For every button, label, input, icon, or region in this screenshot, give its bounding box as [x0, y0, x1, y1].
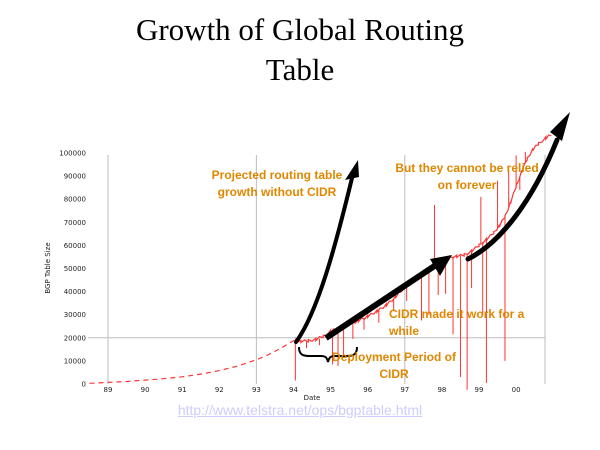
- x-tick-label: 99: [475, 386, 484, 394]
- projection-arrow: [294, 176, 354, 344]
- y-tick-label: 40000: [64, 288, 86, 296]
- x-tick-label: 92: [215, 386, 224, 394]
- x-tick-label: 00: [512, 386, 521, 394]
- x-tick-label: 96: [363, 386, 372, 394]
- y-tick-label: 0: [82, 381, 86, 389]
- x-tick-label: 94: [289, 386, 298, 394]
- x-tick-label: 89: [104, 386, 113, 394]
- projection-arrowhead: [345, 160, 359, 180]
- annotation-deployment-period: Deployment Period of CIDR: [331, 350, 456, 381]
- y-tick-label: 10000: [64, 357, 86, 365]
- future-arrow: [465, 137, 560, 262]
- y-tick-label: 20000: [64, 334, 86, 342]
- x-tick-label: 98: [437, 386, 446, 394]
- routing-table-series-dashed: [89, 339, 296, 384]
- x-tick-label: 91: [178, 386, 187, 394]
- deployment-brace: [298, 346, 358, 363]
- slide-title: Growth of Global Routing Table: [135, 12, 465, 87]
- x-axis-title: Date: [304, 394, 321, 402]
- cidr-arrow: [324, 262, 438, 341]
- cidr-arrowhead: [430, 255, 452, 276]
- y-tick-label: 60000: [64, 242, 86, 250]
- x-tick-label: 95: [326, 386, 335, 394]
- annotation-cidr-work: CIDR made it work for a while: [389, 307, 525, 338]
- y-tick-label: 70000: [64, 219, 86, 227]
- y-tick-label: 100000: [59, 150, 86, 158]
- y-axis-title: BGP Table Size: [44, 242, 52, 293]
- annotation-cannot-rely: But they cannot be relied on forever: [395, 161, 539, 192]
- y-tick-label: 50000: [64, 265, 86, 273]
- x-tick-label: 97: [400, 386, 409, 394]
- x-tick-label: 93: [252, 386, 261, 394]
- x-tick-label: 90: [141, 386, 150, 394]
- source-url-link[interactable]: http://www.telstra.net/ops/bgptable.html: [177, 402, 423, 418]
- y-tick-label: 90000: [64, 173, 86, 181]
- y-tick-label: 30000: [64, 311, 86, 319]
- future-arrowhead: [550, 112, 570, 141]
- y-tick-label: 80000: [64, 196, 86, 204]
- annotation-projected-growth: Projected routing table growth without C…: [211, 168, 343, 199]
